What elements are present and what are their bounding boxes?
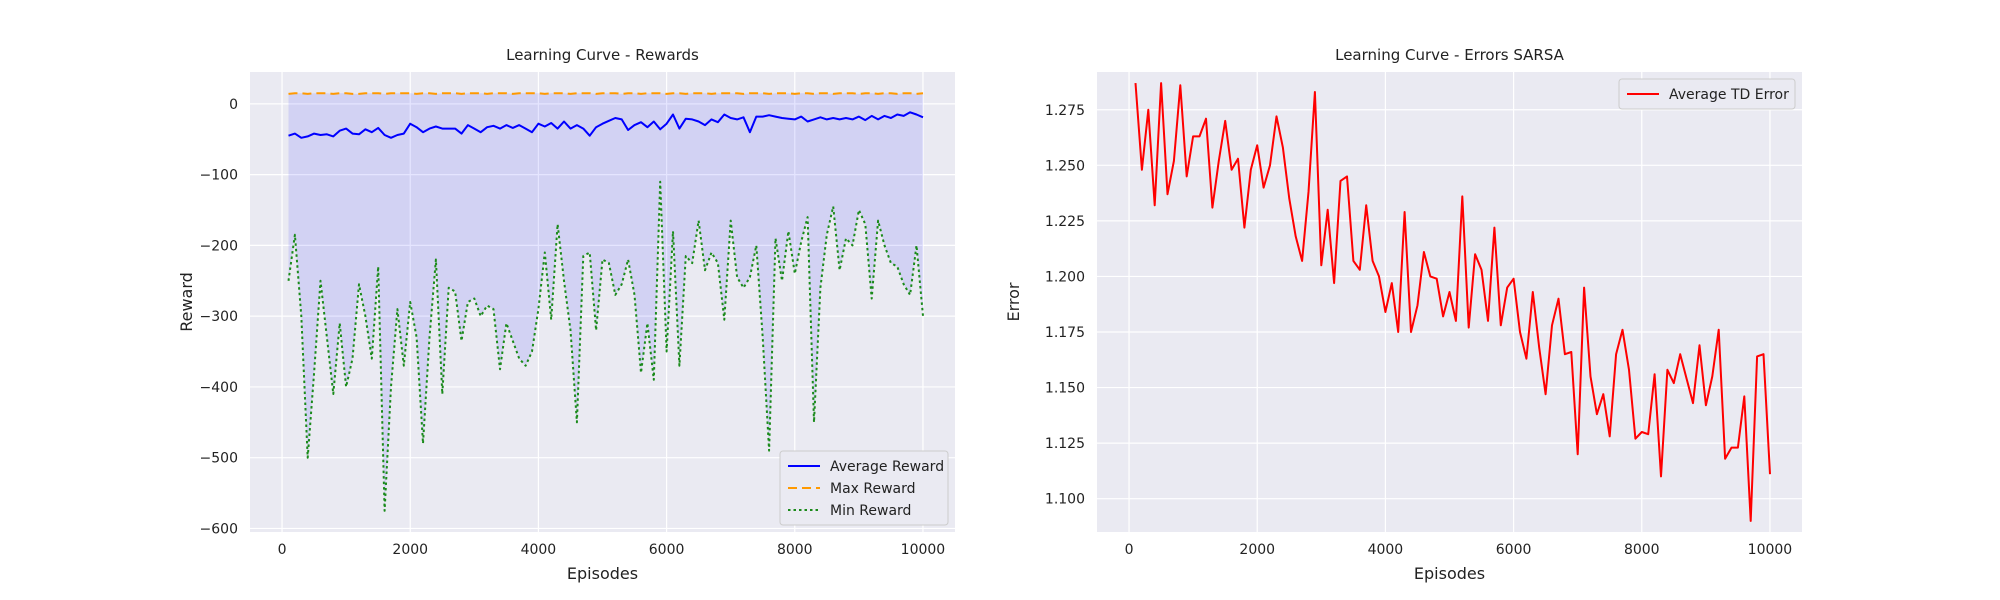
series-line-average-td-error: [1134, 82, 1771, 522]
errors-legend-box: [1618, 78, 1796, 110]
errors-plot-area: [1097, 72, 1802, 532]
rewards-x-axis-label: Episodes: [567, 564, 638, 583]
y-tick-label: 1.175: [1045, 325, 1085, 341]
max-min-fill-band: [288, 93, 923, 511]
x-tick-label: 8000: [1624, 542, 1660, 558]
rewards-fill-band: [288, 93, 923, 511]
errors-y-axis-label: Error: [1004, 282, 1023, 321]
rewards-legend: Average Reward Max Reward Min Reward: [779, 450, 949, 526]
x-tick-label: 6000: [649, 542, 685, 558]
rewards-chart: 0 2000 4000 6000 8000 10000 0 −100 −200 −300 −400 −…: [177, 46, 955, 583]
x-tick-label: 10000: [1748, 542, 1793, 558]
legend-label-min-reward: Min Reward: [830, 503, 911, 519]
legend-label-max-reward: Max Reward: [830, 481, 916, 497]
legend-label-average-reward: Average Reward: [830, 459, 944, 475]
legend-label-average-td-error: Average TD Error: [1669, 87, 1789, 103]
y-tick-label: 0: [229, 97, 238, 113]
x-tick-label: 2000: [1239, 542, 1275, 558]
y-tick-label: −200: [200, 238, 238, 254]
y-tick-label: 1.250: [1045, 158, 1085, 174]
x-tick-label: 10000: [901, 542, 946, 558]
x-tick-label: 6000: [1496, 542, 1532, 558]
y-tick-label: −100: [200, 168, 238, 184]
rewards-y-axis-label: Reward: [177, 272, 196, 332]
y-tick-label: −500: [200, 451, 238, 467]
errors-legend: Average TD Error: [1618, 78, 1796, 110]
series-line-average-reward: [288, 111, 924, 139]
x-tick-label: 0: [1125, 542, 1134, 558]
series-line-max-reward: [288, 92, 924, 95]
errors-x-axis-label: Episodes: [1414, 564, 1485, 583]
y-tick-label: 1.275: [1045, 103, 1085, 119]
y-tick-label: 1.200: [1045, 269, 1085, 285]
y-tick-label: 1.125: [1045, 436, 1085, 452]
rewards-tick-labels: 0 2000 4000 6000 8000 10000 0 −100 −200 −300 −400 −…: [200, 97, 946, 558]
rewards-chart-title: Learning Curve - Rewards: [506, 46, 699, 64]
errors-chart: 0 2000 4000 6000 8000 10000 1.100 1.125 1.150 1.1…: [1004, 46, 1802, 583]
rewards-series-lines: [287, 92, 924, 512]
errors-tick-labels: 0 2000 4000 6000 8000 10000 1.100 1.125 1.150 1.1…: [1045, 103, 1792, 558]
rewards-legend-box: [779, 450, 949, 526]
y-tick-label: 1.100: [1045, 492, 1085, 508]
x-tick-label: 4000: [521, 542, 557, 558]
x-tick-label: 2000: [392, 542, 428, 558]
y-tick-label: 1.150: [1045, 381, 1085, 397]
x-tick-label: 0: [278, 542, 287, 558]
errors-chart-title: Learning Curve - Errors SARSA: [1335, 46, 1565, 64]
errors-series-lines: [1134, 82, 1771, 522]
y-tick-label: −600: [200, 521, 238, 537]
y-tick-label: −300: [200, 309, 238, 325]
y-tick-label: −400: [200, 380, 238, 396]
x-tick-label: 4000: [1368, 542, 1404, 558]
y-tick-label: 1.225: [1045, 214, 1085, 230]
x-tick-label: 8000: [777, 542, 813, 558]
